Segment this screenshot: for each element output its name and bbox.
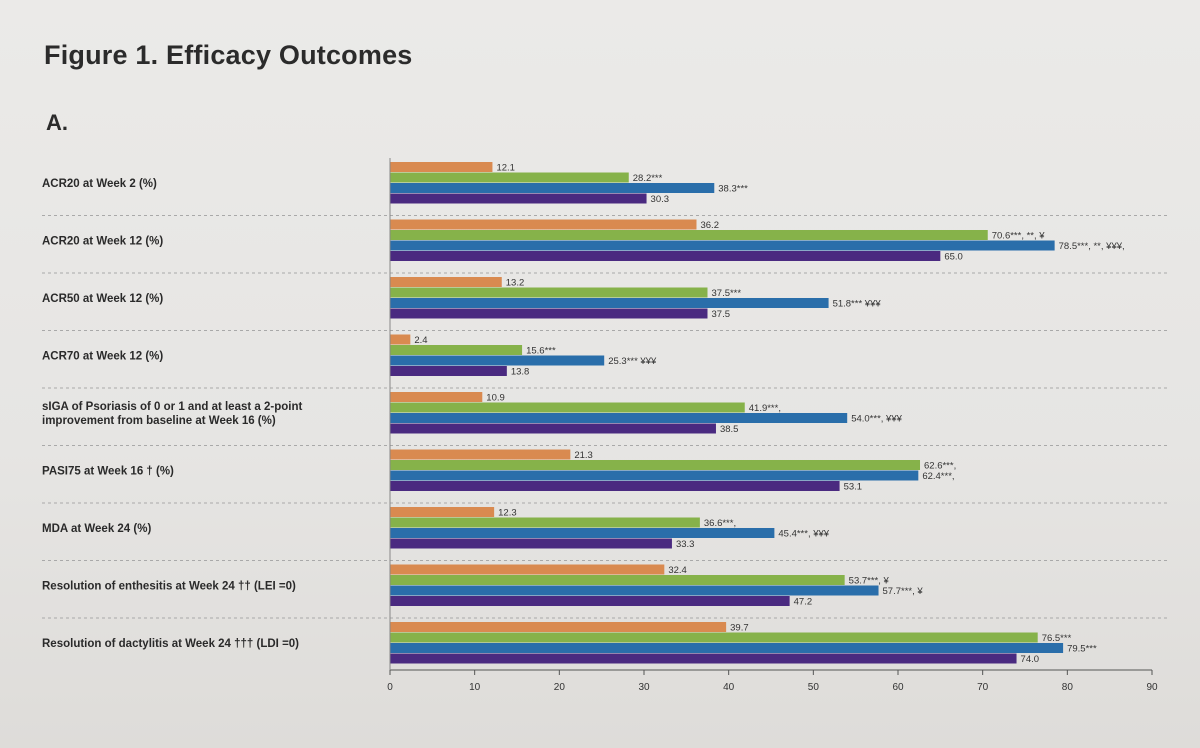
- category-label: ACR50 at Week 12 (%): [42, 293, 163, 305]
- bar-value-label: 53.7***, ¥: [849, 576, 890, 587]
- x-tick-label: 0: [387, 682, 393, 693]
- bar: [390, 334, 411, 345]
- bar: [390, 240, 1055, 251]
- bar-value-label: 37.5: [712, 309, 731, 320]
- category-label: ACR70 at Week 12 (%): [42, 351, 163, 363]
- bar-value-label: 13.8: [511, 367, 529, 378]
- bar: [390, 402, 745, 413]
- bar-value-label: 28.2***: [633, 173, 663, 184]
- bar-value-label: 12.1: [496, 163, 515, 174]
- bar: [390, 528, 775, 538]
- figure-title: Figure 1. Efficacy Outcomes: [44, 40, 413, 70]
- bar-value-label: 33.3: [676, 539, 695, 550]
- bar-value-label: 10.9: [486, 393, 505, 404]
- bar: [390, 172, 629, 183]
- bar-value-label: 36.2: [700, 220, 719, 231]
- bar: [390, 564, 665, 575]
- bar: [390, 460, 921, 470]
- bar: [390, 230, 988, 240]
- x-tick-label: 60: [892, 682, 904, 693]
- bar-value-label: 62.4***,: [922, 471, 954, 482]
- bar: [390, 366, 507, 376]
- bar-value-label: 15.6***: [526, 346, 556, 357]
- bar-value-label: 21.3: [574, 450, 593, 461]
- bar: [390, 298, 829, 308]
- bar: [390, 413, 848, 423]
- category-label: sIGA of Psoriasis of 0 or 1 and at least…: [42, 401, 302, 413]
- bar-value-label: 38.3***: [718, 184, 748, 195]
- bar: [390, 355, 605, 366]
- bar: [390, 507, 495, 517]
- bar: [390, 308, 708, 319]
- bar: [390, 345, 523, 355]
- bar: [390, 585, 879, 596]
- bar-value-label: 78.5***, **, ¥¥¥,: [1059, 241, 1125, 252]
- bar-value-label: 2.4: [414, 335, 427, 346]
- x-tick-label: 50: [808, 682, 820, 693]
- bar-value-label: 32.4: [668, 565, 687, 576]
- bar: [390, 538, 672, 549]
- x-tick-label: 40: [723, 682, 735, 693]
- bar: [390, 470, 919, 481]
- panel-label: A.: [46, 110, 68, 135]
- bar-value-label: 39.7: [730, 623, 749, 634]
- bar: [390, 392, 483, 402]
- bar-value-label: 37.5***: [712, 288, 742, 299]
- bar-value-label: 76.5***: [1042, 633, 1072, 644]
- category-label: ACR20 at Week 2 (%): [42, 178, 157, 190]
- bar-value-label: 54.0***, ¥¥¥: [851, 414, 902, 425]
- bar-value-label: 36.6***,: [704, 518, 736, 529]
- bar-value-label: 51.8*** ¥¥¥: [833, 299, 882, 310]
- bar-value-label: 13.2: [506, 278, 525, 289]
- bar-value-label: 62.6***,: [924, 461, 956, 472]
- category-label: MDA at Week 24 (%): [42, 523, 151, 535]
- bar: [390, 423, 716, 434]
- x-tick-label: 90: [1146, 682, 1158, 693]
- bar-value-label: 45.4***, ¥¥¥: [778, 529, 829, 540]
- bar-value-label: 47.2: [794, 597, 813, 608]
- bar: [390, 596, 790, 606]
- x-tick-label: 20: [554, 682, 566, 693]
- bar-value-label: 65.0: [944, 252, 963, 263]
- bar-value-label: 74.0: [1021, 654, 1040, 665]
- bar-value-label: 70.6***, **, ¥: [992, 231, 1046, 242]
- x-tick-label: 10: [469, 682, 481, 693]
- x-tick-label: 70: [977, 682, 989, 693]
- x-tick-label: 80: [1062, 682, 1074, 693]
- bar: [390, 193, 647, 204]
- bar: [390, 219, 697, 230]
- bar: [390, 251, 941, 261]
- bar-value-label: 79.5***: [1067, 644, 1097, 655]
- x-tick-label: 30: [638, 682, 650, 693]
- bar-value-label: 38.5: [720, 424, 739, 435]
- bar-value-label: 12.3: [498, 508, 517, 519]
- bar: [390, 183, 715, 193]
- bar: [390, 481, 840, 491]
- bar: [390, 643, 1064, 653]
- bar-value-label: 30.3: [651, 194, 670, 205]
- bar: [390, 517, 700, 528]
- category-label: improvement from baseline at Week 16 (%): [42, 415, 276, 427]
- bar: [390, 449, 571, 460]
- bar: [390, 162, 493, 172]
- category-label: Resolution of dactylitis at Week 24 ††† …: [42, 638, 299, 650]
- bar: [390, 277, 502, 287]
- bar: [390, 287, 708, 298]
- category-label: PASI75 at Week 16 † (%): [42, 466, 174, 478]
- bar: [390, 575, 845, 585]
- bar-value-label: 25.3*** ¥¥¥: [608, 356, 657, 367]
- bar: [390, 632, 1038, 643]
- category-label: Resolution of enthesitis at Week 24 †† (…: [42, 581, 296, 593]
- category-label: ACR20 at Week 12 (%): [42, 236, 163, 248]
- bar-value-label: 53.1: [844, 482, 863, 493]
- bar-value-label: 57.7***, ¥: [883, 586, 924, 597]
- bar-value-label: 41.9***,: [749, 403, 781, 414]
- bar: [390, 622, 727, 632]
- bar: [390, 653, 1017, 664]
